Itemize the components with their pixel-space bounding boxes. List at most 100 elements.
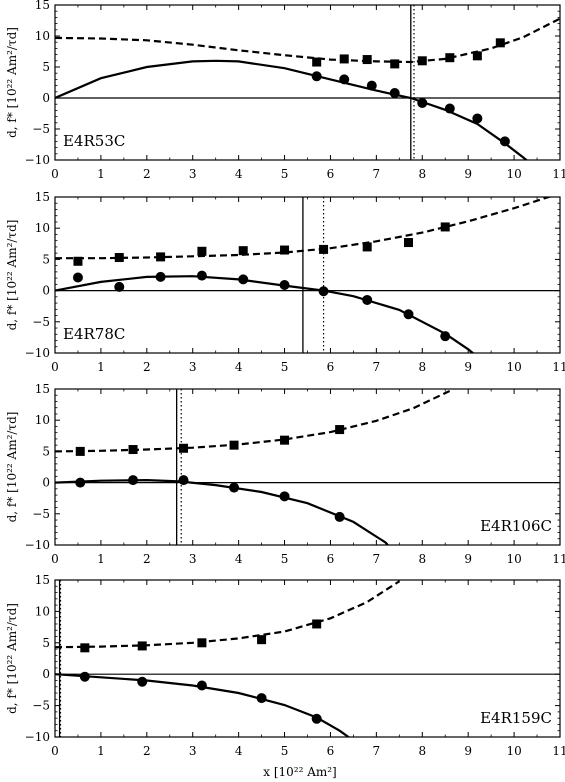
square-data-point — [312, 619, 322, 629]
x-tick-label: 1 — [97, 744, 105, 758]
circle-data-point — [79, 671, 90, 682]
square-data-point — [362, 55, 372, 65]
y-tick-label: −5 — [32, 122, 50, 136]
panel-frame — [54, 388, 561, 546]
chart-panel: −10 −5 0 5 10 15 0 1 2 3 4 5 6 7 8 9 10 11 d, f* [10²² Am²… — [5, 573, 565, 758]
square-data-point — [390, 59, 400, 69]
solid-fit-curve — [55, 673, 351, 737]
square-data-point — [156, 252, 166, 262]
solid-fit-curve — [55, 59, 529, 160]
square-data-point — [280, 245, 290, 255]
y-tick-label: 10 — [35, 413, 50, 427]
circle-data-point — [334, 511, 345, 522]
square-data-point — [280, 435, 290, 445]
x-tick-label: 11 — [552, 167, 565, 181]
x-tick-label: 10 — [506, 167, 521, 181]
x-tick-label: 10 — [506, 552, 521, 566]
square-data-point — [197, 246, 207, 256]
circle-data-point — [499, 136, 510, 147]
circle-data-point — [339, 74, 350, 85]
square-data-point — [128, 445, 138, 455]
x-tick-label: 0 — [51, 552, 59, 566]
circle-data-point — [311, 713, 322, 724]
panel-label: E4R78C — [63, 325, 125, 343]
x-tick-label: 1 — [97, 167, 105, 181]
square-data-point — [114, 253, 124, 263]
x-tick-label: 4 — [235, 744, 243, 758]
x-tick-label: 8 — [418, 552, 426, 566]
x-tick-label: 5 — [281, 360, 289, 374]
x-tick-label: 2 — [143, 360, 151, 374]
circle-data-point — [279, 491, 290, 502]
x-tick-label: 7 — [373, 167, 381, 181]
square-data-point — [73, 256, 83, 266]
x-tick-label: 3 — [189, 744, 197, 758]
square-data-point — [257, 635, 267, 645]
x-tick-label: 2 — [143, 744, 151, 758]
square-data-point — [445, 53, 455, 63]
x-tick-label: 4 — [235, 552, 243, 566]
y-tick-label: 15 — [35, 382, 50, 396]
square-data-point — [319, 244, 329, 254]
circle-data-point — [114, 281, 125, 292]
y-tick-label: 15 — [35, 190, 50, 204]
plot-area — [55, 389, 560, 545]
circle-data-point — [256, 693, 267, 704]
x-tick-label: 3 — [189, 167, 197, 181]
dashed-fit-curve — [55, 197, 553, 260]
y-tick-label: 15 — [35, 0, 50, 12]
square-data-point — [339, 54, 349, 64]
plot-area — [55, 580, 560, 737]
y-tick-label: 0 — [42, 667, 50, 681]
x-tick-label: 3 — [189, 360, 197, 374]
y-tick-label: 15 — [35, 573, 50, 587]
y-axis-label: d, f* [10²² Am²/τd] — [5, 27, 19, 138]
square-data-point — [417, 56, 427, 66]
x-tick-label: 11 — [552, 744, 565, 758]
x-tick-label: 5 — [281, 744, 289, 758]
y-axis-label: d, f* [10²² Am²/τd] — [5, 220, 19, 331]
x-tick-label: 2 — [143, 167, 151, 181]
circle-data-point — [417, 97, 428, 108]
panel-label: E4R106C — [480, 517, 552, 535]
x-tick-label: 0 — [51, 167, 59, 181]
x-tick-label: 0 — [51, 360, 59, 374]
square-data-point — [472, 51, 482, 61]
x-tick-label: 6 — [327, 552, 335, 566]
y-tick-label: −5 — [32, 507, 50, 521]
x-tick-label: 9 — [464, 167, 472, 181]
y-tick-label: 0 — [42, 91, 50, 105]
panel-frame — [54, 579, 561, 738]
x-tick-label: 4 — [235, 167, 243, 181]
y-tick-label: 10 — [35, 29, 50, 43]
circle-data-point — [75, 477, 86, 488]
y-tick-label: 5 — [42, 636, 50, 650]
plot-area — [55, 197, 560, 353]
y-tick-label: 5 — [42, 252, 50, 266]
circle-data-point — [72, 272, 83, 283]
square-data-point — [137, 641, 147, 651]
circle-data-point — [318, 286, 329, 297]
circle-data-point — [440, 331, 451, 342]
dashed-fit-curve — [55, 389, 451, 453]
square-data-point — [229, 440, 239, 450]
square-data-point — [80, 643, 90, 653]
circle-data-point — [155, 271, 166, 282]
x-tick-label: 11 — [552, 360, 565, 374]
x-tick-label: 10 — [506, 744, 521, 758]
circle-data-point — [178, 475, 189, 486]
y-tick-label: 5 — [42, 60, 50, 74]
y-tick-label: −5 — [32, 315, 50, 329]
plot-area — [55, 5, 560, 160]
x-tick-label: 1 — [97, 552, 105, 566]
circle-data-point — [389, 88, 400, 99]
circle-data-point — [137, 676, 148, 687]
x-tick-label: 3 — [189, 552, 197, 566]
dashed-fit-curve — [55, 580, 400, 649]
chart-panel: −10 −5 0 5 10 15 0 1 2 3 4 5 6 7 8 9 10 11 d, f* [10²² Am²… — [5, 382, 565, 566]
circle-data-point — [238, 274, 249, 285]
x-tick-label: 7 — [373, 552, 381, 566]
chart-panel: −10 −5 0 5 10 15 0 1 2 3 4 5 6 7 8 9 10 11 d, f* [10²² Am²… — [5, 0, 565, 181]
square-data-point — [495, 38, 505, 48]
